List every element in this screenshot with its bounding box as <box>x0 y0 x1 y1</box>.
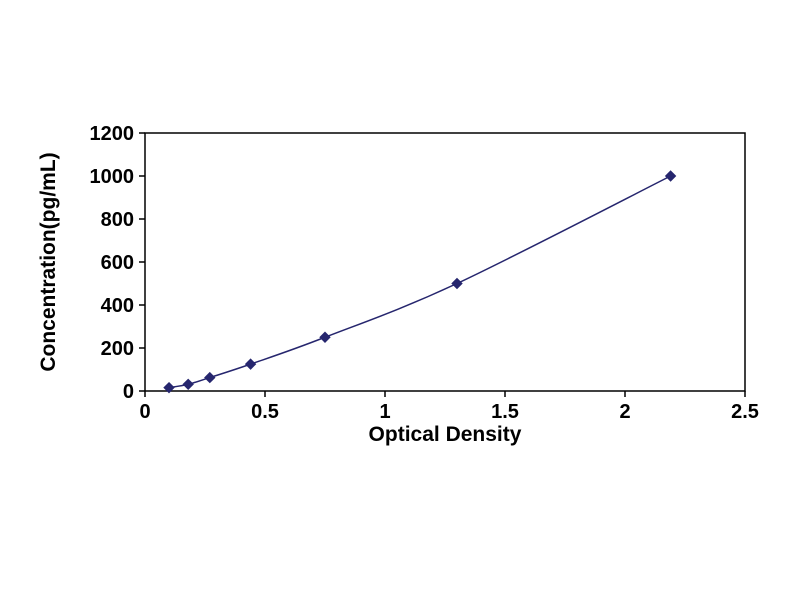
plot-frame <box>144 132 746 392</box>
y-tick-label: 1000 <box>90 166 135 188</box>
y-tick-label: 0 <box>123 381 134 403</box>
x-axis-label: Optical Density <box>369 423 522 446</box>
y-tick-label: 800 <box>101 209 134 231</box>
plot-frame-layer <box>144 132 746 392</box>
x-tick-label: 1 <box>379 401 390 423</box>
x-tick-label: 1.5 <box>491 401 519 423</box>
data-point-marker <box>244 358 257 370</box>
data-point-marker <box>182 378 194 390</box>
data-point-marker <box>319 331 331 343</box>
x-tick-label: 2 <box>619 401 630 423</box>
y-axis-label: Concentration(pg/mL) <box>37 152 60 371</box>
y-tick-label: 200 <box>101 338 134 360</box>
data-point-marker <box>163 381 175 394</box>
y-tick-label: 1200 <box>90 123 135 145</box>
x-tick-label: 0.5 <box>251 401 279 423</box>
y-tick-label: 400 <box>101 295 134 317</box>
y-tick-label: 600 <box>101 252 134 274</box>
data-point-marker <box>451 277 463 290</box>
x-tick-label: 0 <box>139 401 150 423</box>
series-layer <box>163 170 677 394</box>
data-point-marker <box>204 371 216 384</box>
tick-layer: 0 0.5 1 1.5 2 2.5 0 200 400 600 800 1000 1200 <box>90 123 759 423</box>
x-tick-label: 2.5 <box>731 401 759 423</box>
data-point-marker <box>664 170 677 182</box>
